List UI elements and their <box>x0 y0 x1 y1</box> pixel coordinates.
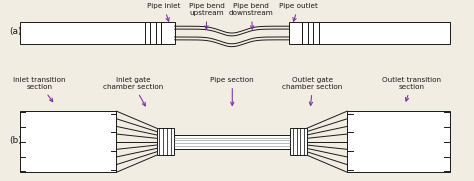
Text: (b): (b) <box>9 136 22 145</box>
Text: Pipe outlet: Pipe outlet <box>279 3 318 21</box>
Bar <box>156 128 173 155</box>
Text: Pipe section: Pipe section <box>210 77 254 105</box>
Text: Pipe inlet: Pipe inlet <box>147 3 181 21</box>
Text: Inlet gate
chamber section: Inlet gate chamber section <box>103 77 163 106</box>
Text: (a): (a) <box>9 27 22 36</box>
Bar <box>290 128 307 155</box>
Bar <box>19 22 161 44</box>
Text: Outlet gate
chamber section: Outlet gate chamber section <box>283 77 343 105</box>
Bar <box>289 22 302 44</box>
Bar <box>347 111 450 172</box>
Bar <box>302 22 450 44</box>
Text: Pipe bend
downstream: Pipe bend downstream <box>229 3 273 29</box>
Text: Outlet transition
section: Outlet transition section <box>383 77 441 101</box>
Text: Pipe bend
upstream: Pipe bend upstream <box>189 3 225 29</box>
Bar <box>173 134 290 149</box>
Bar <box>161 22 174 44</box>
Text: Inlet transition
section: Inlet transition section <box>13 77 66 102</box>
Bar <box>19 111 117 172</box>
